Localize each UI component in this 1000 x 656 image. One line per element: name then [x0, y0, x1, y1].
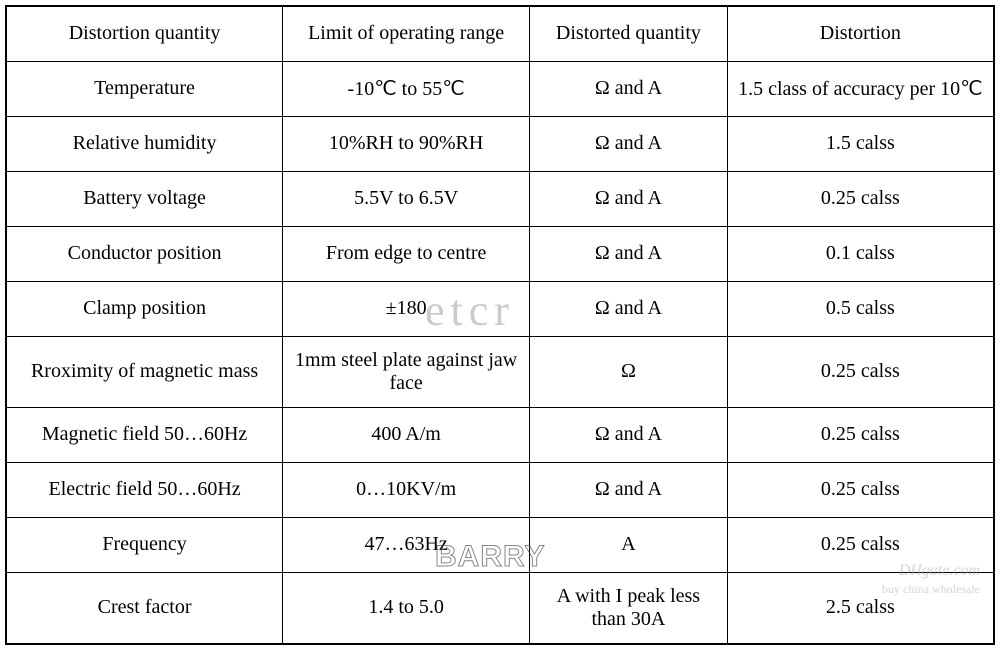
cell: Frequency — [6, 517, 283, 572]
cell: From edge to centre — [283, 226, 530, 281]
distortion-table: Distortion quantity Limit of operating r… — [5, 5, 995, 645]
cell: Crest factor — [6, 572, 283, 644]
cell: Clamp position — [6, 281, 283, 336]
table-row: Temperature -10℃ to 55℃ Ω and A 1.5 clas… — [6, 61, 994, 116]
cell: 47…63Hz — [283, 517, 530, 572]
table-container: Distortion quantity Limit of operating r… — [5, 5, 995, 645]
cell: Battery voltage — [6, 171, 283, 226]
cell: 0…10KV/m — [283, 462, 530, 517]
header-cell: Distortion quantity — [6, 6, 283, 61]
cell: ±180 — [283, 281, 530, 336]
cell: 0.1 calss — [727, 226, 994, 281]
header-cell: Distortion — [727, 6, 994, 61]
cell: Relative humidity — [6, 116, 283, 171]
cell: Conductor position — [6, 226, 283, 281]
cell: A — [530, 517, 728, 572]
table-body: Temperature -10℃ to 55℃ Ω and A 1.5 clas… — [6, 61, 994, 644]
table-row: Rroximity of magnetic mass 1mm steel pla… — [6, 336, 994, 407]
cell: Electric field 50…60Hz — [6, 462, 283, 517]
cell: 0.25 calss — [727, 462, 994, 517]
cell: 1.4 to 5.0 — [283, 572, 530, 644]
table-row: Conductor position From edge to centre Ω… — [6, 226, 994, 281]
table-row: Crest factor 1.4 to 5.0 A with I peak le… — [6, 572, 994, 644]
cell: Magnetic field 50…60Hz — [6, 407, 283, 462]
cell: Ω and A — [530, 61, 728, 116]
table-row: Electric field 50…60Hz 0…10KV/m Ω and A … — [6, 462, 994, 517]
cell: 1.5 class of accuracy per 10℃ — [727, 61, 994, 116]
watermark-market: buy china wholesale — [882, 582, 980, 597]
cell: Ω and A — [530, 462, 728, 517]
table-row: Battery voltage 5.5V to 6.5V Ω and A 0.2… — [6, 171, 994, 226]
cell: Ω and A — [530, 281, 728, 336]
cell: -10℃ to 55℃ — [283, 61, 530, 116]
table-row: Magnetic field 50…60Hz 400 A/m Ω and A 0… — [6, 407, 994, 462]
cell: 0.5 calss — [727, 281, 994, 336]
cell: 5.5V to 6.5V — [283, 171, 530, 226]
cell: A with I peak less than 30A — [530, 572, 728, 644]
table-row: Relative humidity 10%RH to 90%RH Ω and A… — [6, 116, 994, 171]
cell: 1.5 calss — [727, 116, 994, 171]
cell: Temperature — [6, 61, 283, 116]
table-row: Frequency 47…63Hz A 0.25 calss — [6, 517, 994, 572]
cell: Ω and A — [530, 116, 728, 171]
cell: Ω and A — [530, 171, 728, 226]
cell: Ω and A — [530, 226, 728, 281]
cell: 1mm steel plate against jaw face — [283, 336, 530, 407]
cell: 400 A/m — [283, 407, 530, 462]
cell: 10%RH to 90%RH — [283, 116, 530, 171]
cell: Rroximity of magnetic mass — [6, 336, 283, 407]
cell: 0.25 calss — [727, 407, 994, 462]
header-row: Distortion quantity Limit of operating r… — [6, 6, 994, 61]
cell: Ω and A — [530, 407, 728, 462]
header-cell: Distorted quantity — [530, 6, 728, 61]
header-cell: Limit of operating range — [283, 6, 530, 61]
cell: 0.25 calss — [727, 171, 994, 226]
cell: 0.25 calss — [727, 336, 994, 407]
watermark-dhgate: DHgate.com — [899, 562, 980, 580]
cell: Ω — [530, 336, 728, 407]
table-row: Clamp position ±180 Ω and A 0.5 calss — [6, 281, 994, 336]
